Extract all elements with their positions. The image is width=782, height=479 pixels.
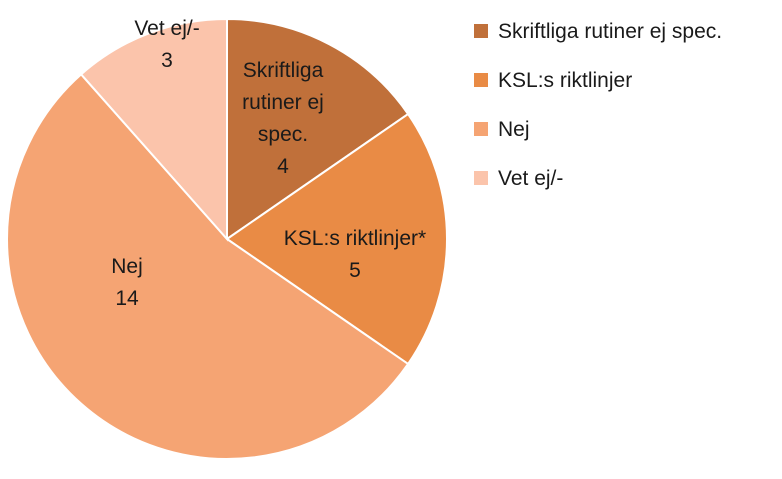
pie-slices <box>6 17 449 460</box>
legend-item-4: Vet ej/- <box>474 167 563 190</box>
legend-label: Vet ej/- <box>498 167 563 190</box>
pie-slice-3 <box>6 72 410 460</box>
legend: Skriftliga rutiner ej spec. KSL:s riktlin… <box>474 20 722 190</box>
slice-category-label: KSL:s riktlinjer* <box>284 227 426 250</box>
pie-slice-4 <box>79 17 228 242</box>
legend-swatch <box>474 171 488 185</box>
legend-swatch <box>474 73 488 87</box>
slice-category-label: Nej <box>111 255 143 278</box>
slice-label-1: Skriftliga rutiner ej spec. 4 <box>242 59 324 178</box>
slice-value-label: 14 <box>115 287 139 310</box>
legend-label: Nej <box>498 118 530 141</box>
slice-label-3: Nej 14 <box>111 255 143 310</box>
slice-value-label: 5 <box>349 259 361 282</box>
pie-slice-2 <box>225 112 449 366</box>
legend-item-1: Skriftliga rutiner ej spec. <box>474 20 722 43</box>
slice-label-2: KSL:s riktlinjer* 5 <box>284 227 426 282</box>
legend-item-2: KSL:s riktlinjer <box>474 69 632 92</box>
slice-value-label: 4 <box>277 155 289 178</box>
slice-category-label: rutiner ej <box>242 91 324 114</box>
slice-category-label: spec. <box>258 123 308 146</box>
slice-category-label: Vet ej/- <box>134 17 199 40</box>
legend-label: KSL:s riktlinjer <box>498 69 632 92</box>
slice-category-label: Skriftliga <box>243 59 324 82</box>
slice-labels: Skriftliga rutiner ej spec. 4 KSL:s riktlinj… <box>111 17 426 310</box>
legend-swatch <box>474 122 488 136</box>
legend-swatch <box>474 24 488 38</box>
slice-label-4: Vet ej/- 3 <box>134 17 199 72</box>
pie-slice-1 <box>226 17 410 241</box>
legend-item-3: Nej <box>474 118 530 141</box>
legend-label: Skriftliga rutiner ej spec. <box>498 20 722 43</box>
slice-value-label: 3 <box>161 49 173 72</box>
